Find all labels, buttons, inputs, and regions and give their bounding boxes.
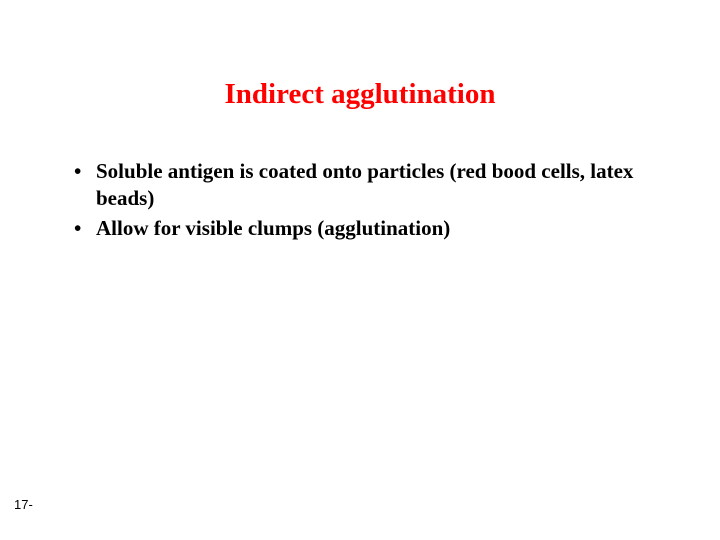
slide-title: Indirect agglutination bbox=[0, 78, 720, 111]
list-item: Allow for visible clumps (agglutination) bbox=[66, 215, 666, 242]
list-item: Soluble antigen is coated onto particles… bbox=[66, 158, 666, 213]
bullet-list: Soluble antigen is coated onto particles… bbox=[66, 158, 666, 244]
page-number: 17- bbox=[14, 497, 33, 512]
